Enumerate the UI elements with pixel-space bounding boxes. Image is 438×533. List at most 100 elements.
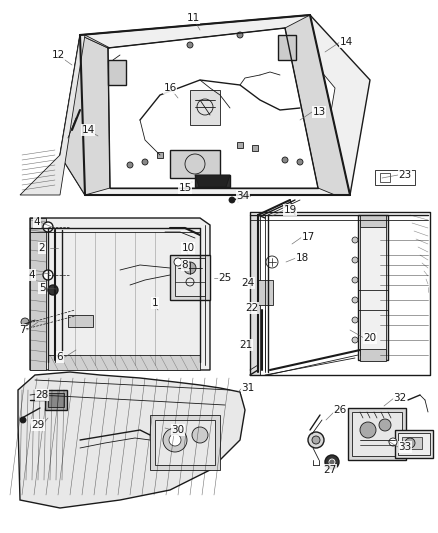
Circle shape <box>297 159 303 165</box>
Circle shape <box>43 270 53 280</box>
Circle shape <box>229 197 235 203</box>
Polygon shape <box>48 355 200 370</box>
Circle shape <box>192 427 208 443</box>
Text: 4: 4 <box>34 217 40 227</box>
Text: 14: 14 <box>339 37 353 47</box>
Bar <box>190 90 220 125</box>
Bar <box>380 173 390 182</box>
Circle shape <box>312 436 320 444</box>
Circle shape <box>352 237 358 243</box>
Polygon shape <box>18 372 245 508</box>
Bar <box>348 408 406 460</box>
Text: 4: 4 <box>28 270 35 280</box>
Circle shape <box>237 32 243 38</box>
Bar <box>360 349 386 361</box>
Circle shape <box>184 262 196 274</box>
Circle shape <box>352 257 358 263</box>
Text: 19: 19 <box>283 205 297 215</box>
Bar <box>360 215 386 227</box>
Circle shape <box>266 256 278 268</box>
Polygon shape <box>92 28 335 188</box>
Bar <box>360 220 386 355</box>
Circle shape <box>379 419 391 431</box>
Text: 16: 16 <box>163 83 177 93</box>
Circle shape <box>127 162 133 168</box>
Bar <box>68 315 93 327</box>
Bar <box>402 437 422 449</box>
Bar <box>237 142 243 148</box>
Polygon shape <box>80 35 110 48</box>
Circle shape <box>325 455 339 469</box>
Polygon shape <box>30 218 46 370</box>
Circle shape <box>163 428 187 452</box>
Circle shape <box>21 318 29 326</box>
Text: 22: 22 <box>245 303 258 313</box>
Circle shape <box>20 417 26 423</box>
Bar <box>170 255 210 300</box>
Text: 26: 26 <box>333 405 346 415</box>
Polygon shape <box>285 15 350 195</box>
Polygon shape <box>30 218 210 370</box>
Circle shape <box>174 258 182 266</box>
Bar <box>375 170 415 185</box>
Circle shape <box>389 438 397 446</box>
Text: 28: 28 <box>35 390 49 400</box>
Text: 34: 34 <box>237 191 250 201</box>
Text: 32: 32 <box>393 393 406 403</box>
Circle shape <box>282 157 288 163</box>
Text: 23: 23 <box>399 170 412 180</box>
Circle shape <box>43 222 53 232</box>
Circle shape <box>48 285 58 295</box>
Text: 27: 27 <box>323 465 337 475</box>
Polygon shape <box>60 15 370 195</box>
Bar <box>45 390 67 410</box>
Bar <box>172 157 178 163</box>
Text: 31: 31 <box>241 383 254 393</box>
Polygon shape <box>60 35 110 195</box>
Text: 6: 6 <box>57 352 64 362</box>
Bar <box>252 145 258 151</box>
Bar <box>155 420 215 465</box>
Bar <box>352 412 402 456</box>
Text: 8: 8 <box>182 260 188 270</box>
Text: 24: 24 <box>241 278 254 288</box>
Bar <box>398 433 430 455</box>
Polygon shape <box>195 175 230 187</box>
Text: 21: 21 <box>240 340 253 350</box>
Circle shape <box>352 297 358 303</box>
Circle shape <box>169 434 181 446</box>
Text: 12: 12 <box>51 50 65 60</box>
Text: 11: 11 <box>187 13 200 23</box>
Bar <box>150 415 220 470</box>
Circle shape <box>352 317 358 323</box>
Circle shape <box>329 459 335 465</box>
Polygon shape <box>250 215 260 375</box>
Text: 10: 10 <box>181 243 194 253</box>
Bar <box>195 175 230 187</box>
Bar <box>175 258 205 296</box>
Circle shape <box>352 277 358 283</box>
Text: 13: 13 <box>312 107 325 117</box>
Bar <box>358 215 388 360</box>
Text: 18: 18 <box>295 253 309 263</box>
Bar <box>157 152 163 158</box>
Text: 7: 7 <box>19 325 25 335</box>
Text: 30: 30 <box>171 425 184 435</box>
Circle shape <box>308 432 324 448</box>
Text: 5: 5 <box>39 283 45 293</box>
Text: 20: 20 <box>364 333 377 343</box>
Circle shape <box>142 159 148 165</box>
Bar <box>108 60 126 85</box>
Text: 33: 33 <box>399 442 412 452</box>
Text: 1: 1 <box>152 298 158 308</box>
Bar <box>170 150 220 178</box>
Polygon shape <box>20 35 85 195</box>
Circle shape <box>360 422 376 438</box>
Bar <box>278 35 296 60</box>
Text: 17: 17 <box>301 232 314 242</box>
Text: 25: 25 <box>219 273 232 283</box>
Bar <box>258 280 273 305</box>
Text: 29: 29 <box>32 420 45 430</box>
Circle shape <box>405 438 415 448</box>
Text: 15: 15 <box>178 183 192 193</box>
